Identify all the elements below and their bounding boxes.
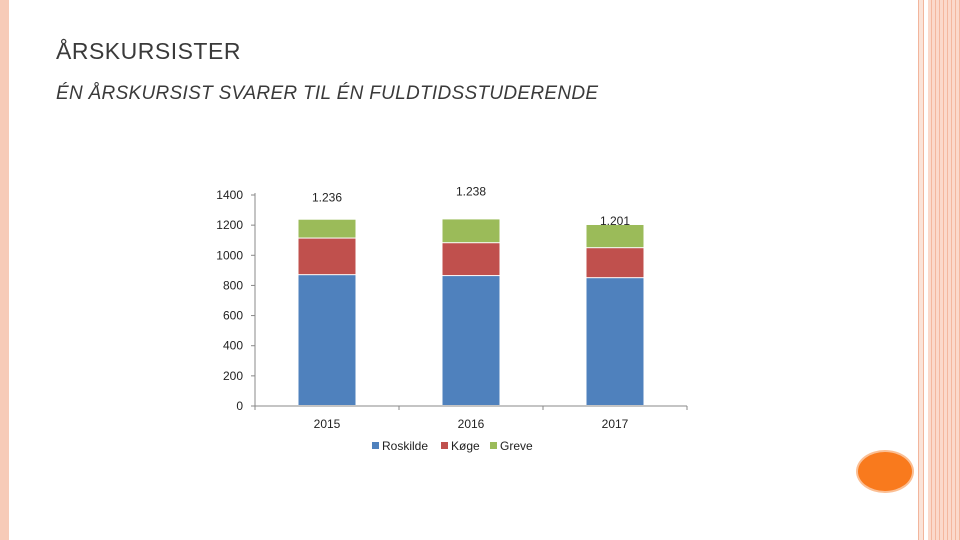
bar-greve-2015 — [298, 219, 356, 238]
legend-swatch-roskilde — [372, 442, 379, 449]
y-tick-label: 800 — [223, 278, 243, 292]
bar-k-ge-2016 — [442, 243, 500, 276]
bar-roskilde-2016 — [442, 276, 500, 405]
slide-title: ÅRSKURSISTER — [56, 38, 241, 64]
bar-greve-2017 — [586, 224, 644, 248]
bar-greve-2016 — [442, 219, 500, 243]
x-tick-label: 2015 — [314, 417, 341, 431]
slide-subtitle: ÉN ÅRSKURSIST SVARER TIL ÉN FULDTIDSSTUD… — [56, 83, 599, 104]
total-data-label: 1.238 — [456, 184, 486, 198]
x-tick-label: 2017 — [602, 417, 629, 431]
total-data-label: 1.201 — [600, 214, 630, 228]
x-tick-label: 2016 — [458, 417, 485, 431]
bar-roskilde-2017 — [586, 278, 644, 405]
legend-label: Greve — [500, 439, 533, 453]
y-tick-label: 200 — [223, 369, 243, 383]
slide-frame-right-stripes — [928, 0, 960, 540]
legend-swatch-k-ge — [441, 442, 448, 449]
y-tick-label: 400 — [223, 339, 243, 353]
y-tick-label: 1000 — [216, 248, 243, 262]
slide-frame-right-line — [918, 0, 924, 540]
y-tick-label: 0 — [236, 399, 243, 413]
legend-swatch-greve — [490, 442, 497, 449]
legend-label: Roskilde — [382, 439, 428, 453]
total-data-label: 1.236 — [312, 191, 342, 205]
y-tick-label: 600 — [223, 309, 243, 323]
y-tick-label: 1400 — [216, 188, 243, 202]
y-tick-label: 1200 — [216, 218, 243, 232]
bar-k-ge-2017 — [586, 248, 644, 278]
slide-frame-left — [0, 0, 9, 540]
orange-circle-decoration — [856, 450, 914, 493]
bar-k-ge-2015 — [298, 238, 356, 275]
legend-label: Køge — [451, 439, 480, 453]
bar-roskilde-2015 — [298, 275, 356, 405]
